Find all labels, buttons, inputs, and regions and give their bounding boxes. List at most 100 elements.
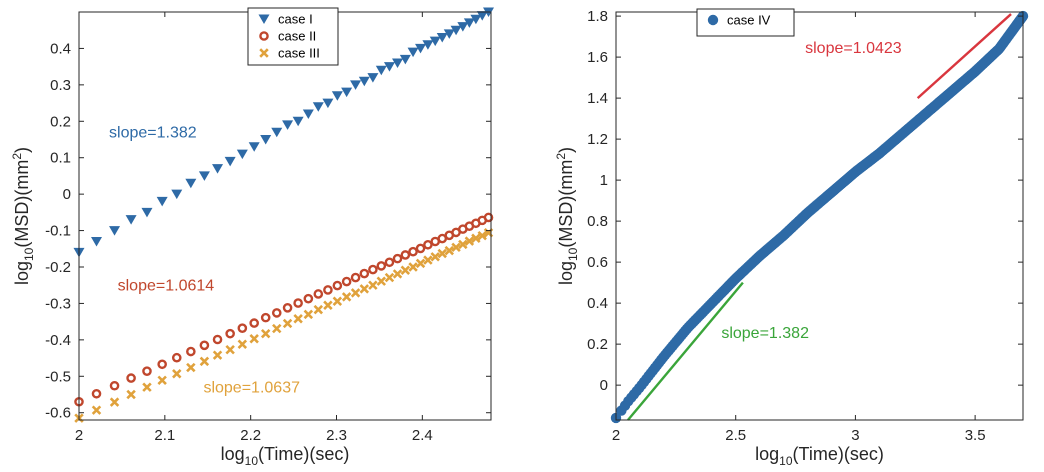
data-point (332, 296, 343, 306)
data-point (429, 36, 441, 47)
data-point (322, 98, 334, 109)
data-point (451, 242, 461, 253)
chart-left-legend-marker (259, 48, 269, 58)
chart-right-legend-entry: case IV (727, 13, 771, 28)
data-point (260, 135, 272, 145)
chart-left-slope-annotation: slope=1.382 (109, 125, 197, 142)
chart-right-series-layer (610, 10, 1029, 424)
data-point (341, 276, 352, 287)
data-point (457, 22, 469, 32)
chart-left-y-tick-label: 0.4 (50, 40, 71, 57)
data-point (109, 380, 120, 391)
data-point (303, 309, 314, 320)
data-point (415, 43, 427, 54)
data-point (368, 280, 378, 290)
chart-left-x-tick-label: 2.2 (240, 427, 261, 444)
chart-right-slope-annotation: slope=1.0423 (805, 40, 902, 57)
chart-right-y-tick-label: 0.8 (587, 213, 608, 230)
data-point (302, 109, 314, 119)
data-point (350, 288, 361, 298)
data-point (407, 47, 419, 58)
chart-left-legend-entry: case III (278, 46, 320, 61)
chart-left-y-tick-label: -0.5 (45, 368, 71, 385)
data-point (271, 127, 283, 138)
data-point (109, 226, 121, 236)
data-point (312, 102, 324, 112)
chart-left: 2 2.1 2.2 2.3 2.4 -0.6 -0.5 -0.4 -0.3 -0.2 -0.1 0 0.… (10, 7, 495, 468)
data-point (423, 239, 433, 250)
data-point (392, 269, 403, 279)
data-point (303, 293, 314, 304)
chart-left-y-tick-label: 0.2 (50, 113, 71, 130)
data-point (171, 189, 183, 200)
data-point (125, 215, 137, 225)
chart-right-y-axis-label: log10(MSD)(mm2) (554, 147, 580, 285)
data-point (185, 178, 197, 189)
data-point (225, 344, 235, 355)
data-point (399, 54, 411, 65)
data-point (236, 149, 248, 160)
data-point (375, 65, 387, 76)
data-point (341, 292, 352, 302)
data-point (126, 389, 136, 400)
data-point (376, 261, 387, 271)
chart-left-slope-annotation: slope=1.0614 (118, 278, 215, 295)
chart-left-legend-entry: case II (278, 29, 316, 44)
chart-left-y-tick-label: 0.1 (50, 150, 71, 167)
data-point (186, 362, 196, 373)
data-point (423, 255, 433, 265)
data-point (359, 284, 370, 294)
chart-right-ticks: 2 2.5 3 3.5 0 0.2 0.4 0.6 0.8 1 1.2 1.4 1.6 1.8 (587, 8, 1023, 444)
chart-right-fit-line-2 (916, 13, 1012, 100)
data-point (157, 359, 167, 370)
chart-left-x-tick-label: 2.1 (154, 427, 175, 444)
chart-left-x-tick-label: 2 (75, 427, 83, 444)
data-point (400, 265, 411, 275)
chart-right-y-tick-label: 1.4 (587, 90, 608, 107)
data-point (450, 25, 462, 36)
data-point (126, 373, 136, 383)
data-point (350, 272, 361, 283)
data-point (199, 356, 210, 367)
data-point (249, 318, 259, 328)
chart-right-x-tick-label: 2.5 (725, 427, 746, 444)
chart-right-legend: case IV (696, 8, 795, 37)
data-point (443, 29, 455, 39)
chart-left-legend-marker (258, 14, 270, 24)
chart-left-y-tick-label: -0.1 (45, 223, 71, 240)
chart-right-y-tick-label: 1.2 (587, 131, 608, 148)
chart-right-x-tick-label: 2 (612, 427, 620, 444)
chart-left-legend-marker (259, 31, 269, 41)
chart-left-legend-entry: case I (278, 12, 313, 27)
data-point (91, 388, 102, 399)
data-point (142, 382, 152, 392)
data-point (463, 18, 475, 28)
data-point (436, 33, 448, 43)
data-point (109, 397, 120, 407)
chart-left-y-tick-label: 0 (63, 186, 71, 203)
data-point (212, 334, 223, 345)
data-point (422, 40, 434, 50)
chart-right-annotations: slope=1.0423 slope=1.382 (721, 40, 901, 342)
chart-left-y-tick-label: 0.3 (50, 77, 71, 94)
data-point (392, 253, 403, 264)
data-point (458, 239, 468, 250)
chart-right: 2 2.5 3 3.5 0 0.2 0.4 0.6 0.8 1 1.2 1.4 1.6 1.8 slope… (554, 8, 1029, 468)
data-point (313, 304, 324, 315)
data-point (237, 339, 248, 349)
data-point (350, 80, 362, 90)
data-point (415, 243, 426, 254)
data-point (464, 236, 475, 246)
data-point (444, 245, 455, 256)
chart-left-legend: case I case II case III (247, 7, 339, 66)
data-point (271, 308, 282, 318)
data-point (141, 207, 153, 218)
data-point (383, 62, 395, 72)
data-point (199, 340, 210, 351)
chart-left-series-case-ii (74, 212, 494, 407)
chart-left-series-case-i (73, 7, 495, 258)
data-point (384, 272, 395, 283)
data-point (332, 280, 343, 291)
chart-left-y-tick-label: -0.6 (45, 405, 71, 422)
